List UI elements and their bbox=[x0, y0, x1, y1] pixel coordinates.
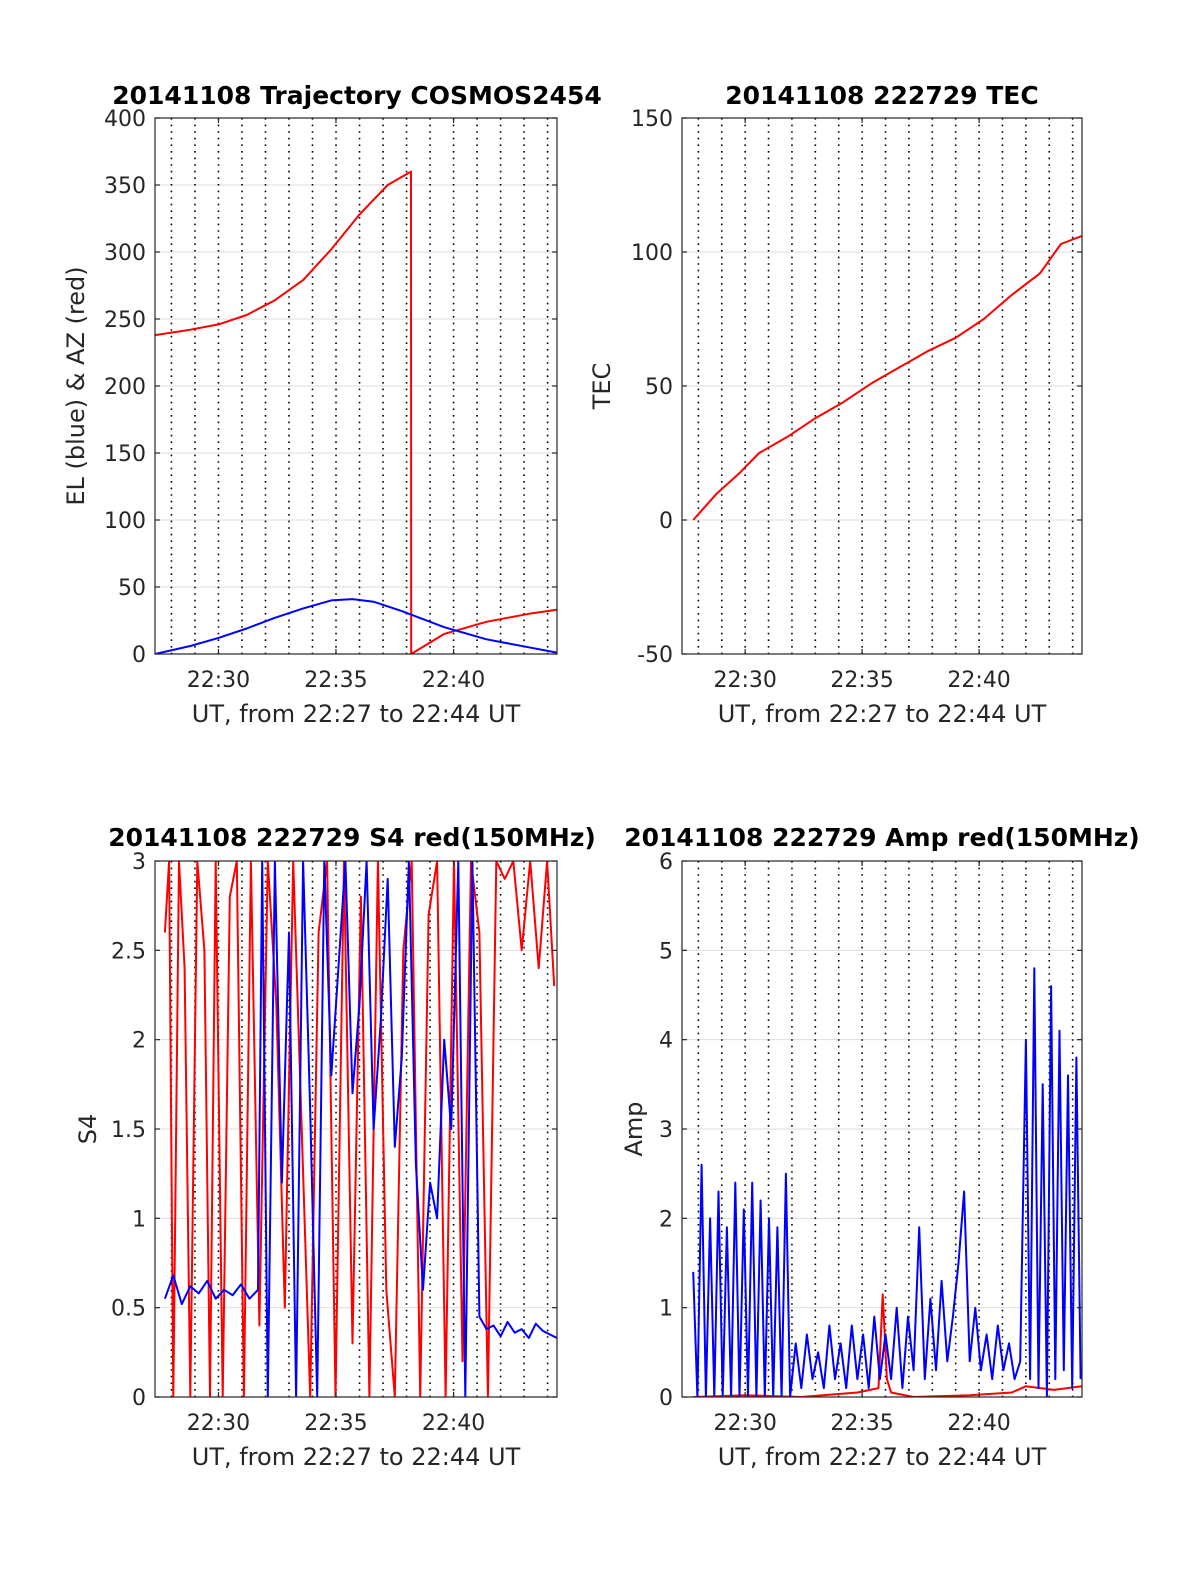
s4-ylabel: S4 bbox=[74, 1114, 102, 1145]
tec-ytick-label: 150 bbox=[631, 107, 673, 132]
trajectory-title: 20141108 Trajectory COSMOS2454 bbox=[112, 81, 602, 110]
trajectory-ylabel: EL (blue) & AZ (red) bbox=[62, 266, 90, 505]
trajectory-xlabel: UT, from 22:27 to 22:44 UT bbox=[192, 700, 521, 728]
trajectory-ytick-label: 0 bbox=[132, 643, 146, 668]
tec-xtick-label: 22:40 bbox=[947, 668, 1010, 693]
amp-panel: UT, from 22:27 to 22:44 UT Amp 0 1 2 3 4 5 6 22… bbox=[620, 823, 1140, 1471]
tec-ytick-label: 0 bbox=[659, 509, 673, 534]
trajectory-series-0 bbox=[155, 170, 557, 654]
trajectory-ytick-label: 50 bbox=[118, 576, 146, 601]
s4-ytick-label: 1 bbox=[132, 1207, 146, 1232]
s4-ytick-label: 0.5 bbox=[111, 1297, 146, 1322]
s4-xtick-label: 22:30 bbox=[187, 1411, 250, 1436]
amp-ylabel: Amp bbox=[620, 1101, 648, 1156]
trajectory-ytick-label: 300 bbox=[104, 241, 146, 266]
tec-ylabel: TEC bbox=[588, 363, 616, 411]
tec-series-0 bbox=[692, 234, 1082, 521]
trajectory-ytick-label: 150 bbox=[104, 442, 146, 467]
tec-xtick-label: 22:35 bbox=[830, 668, 893, 693]
trajectory-series-1 bbox=[155, 598, 557, 654]
trajectory-panel: UT, from 22:27 to 22:44 UT EL (blue) & A… bbox=[62, 81, 602, 728]
tec-panel: UT, from 22:27 to 22:44 UT TEC -50 0 50 100… bbox=[588, 81, 1083, 728]
s4-title: 20141108 222729 S4 red(150MHz) bbox=[108, 823, 596, 852]
tec-ytick-label: 50 bbox=[645, 375, 673, 400]
amp-ytick-label: 3 bbox=[659, 1118, 673, 1143]
amp-ytick-label: 6 bbox=[659, 850, 673, 875]
s4-ytick-label: 3 bbox=[132, 850, 146, 875]
s4-ytick-label: 1.5 bbox=[111, 1118, 146, 1143]
tec-xlabel: UT, from 22:27 to 22:44 UT bbox=[718, 700, 1047, 728]
tec-ytick-label: -50 bbox=[637, 643, 673, 668]
amp-series-1 bbox=[692, 967, 1082, 1397]
amp-ytick-label: 2 bbox=[659, 1207, 673, 1232]
trajectory-ytick-label: 400 bbox=[104, 107, 146, 132]
tec-xtick-label: 22:30 bbox=[713, 668, 776, 693]
amp-title: 20141108 222729 Amp red(150MHz) bbox=[624, 823, 1140, 852]
amp-xtick-label: 22:40 bbox=[947, 1411, 1010, 1436]
s4-ytick-label: 2 bbox=[132, 1029, 146, 1054]
trajectory-ytick-label: 350 bbox=[104, 174, 146, 199]
amp-ytick-label: 4 bbox=[659, 1029, 673, 1054]
trajectory-ytick-label: 250 bbox=[104, 308, 146, 333]
trajectory-xtick-label: 22:40 bbox=[422, 668, 485, 693]
amp-ytick-label: 0 bbox=[659, 1386, 673, 1411]
amp-xlabel: UT, from 22:27 to 22:44 UT bbox=[718, 1443, 1047, 1471]
amp-series-0 bbox=[693, 1293, 1082, 1397]
s4-xtick-label: 22:35 bbox=[304, 1411, 367, 1436]
s4-xlabel: UT, from 22:27 to 22:44 UT bbox=[192, 1443, 521, 1471]
amp-xtick-label: 22:35 bbox=[830, 1411, 893, 1436]
amp-xtick-label: 22:30 bbox=[713, 1411, 776, 1436]
trajectory-xtick-label: 22:30 bbox=[187, 668, 250, 693]
s4-series-1 bbox=[163, 861, 557, 1397]
s4-ytick-label: 0 bbox=[132, 1386, 146, 1411]
trajectory-ytick-label: 200 bbox=[104, 375, 146, 400]
tec-ytick-label: 100 bbox=[631, 241, 673, 266]
s4-panel: UT, from 22:27 to 22:44 UT S4 00.511.522… bbox=[74, 823, 596, 1471]
trajectory-xtick-label: 22:35 bbox=[304, 668, 367, 693]
amp-ytick-label: 1 bbox=[659, 1297, 673, 1322]
trajectory-ytick-label: 100 bbox=[104, 509, 146, 534]
amp-ytick-label: 5 bbox=[659, 939, 673, 964]
s4-xtick-label: 22:40 bbox=[422, 1411, 485, 1436]
tec-title: 20141108 222729 TEC bbox=[725, 81, 1038, 110]
s4-ytick-label: 2.5 bbox=[111, 939, 146, 964]
s4-series-0 bbox=[163, 861, 556, 1397]
